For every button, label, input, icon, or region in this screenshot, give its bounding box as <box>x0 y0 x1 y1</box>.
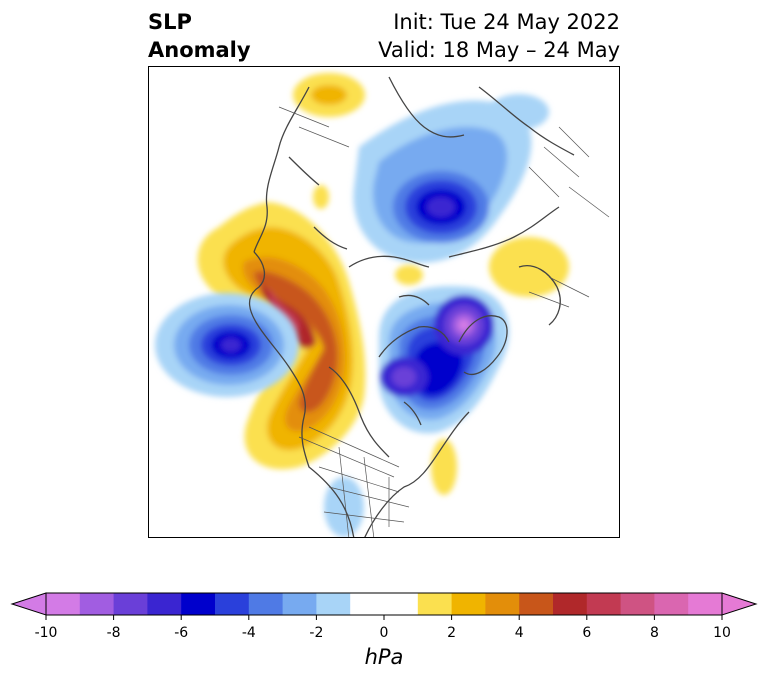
colorbar-tick-label: 8 <box>650 625 659 641</box>
political-borders <box>278 106 610 537</box>
colorbar-segment <box>519 593 554 615</box>
pacific-ridge <box>197 202 366 470</box>
colorbar-segment <box>79 593 115 615</box>
title-line-1: SLP <box>148 10 192 34</box>
colorbar-segment <box>282 593 317 615</box>
colorbar-segment <box>147 593 182 615</box>
colorbar-tick-label: 4 <box>515 625 524 641</box>
colorbar-ticks: -10 -8 -6 -4 -2 0 2 4 6 8 10 <box>35 615 731 641</box>
colorbar-tick-label: 2 <box>447 625 456 641</box>
valid-range: Valid: 18 May – 24 May <box>378 38 620 62</box>
colorbar-tick-label: -6 <box>174 625 188 641</box>
chart-dates: Init: Tue 24 May 2022 Valid: 18 May – 24… <box>378 8 620 64</box>
colorbar-tick-label: -2 <box>309 625 323 641</box>
colorbar-segment <box>620 593 655 615</box>
colorbar-tick-label: -10 <box>35 625 58 641</box>
colorbar-unit-label: hPa <box>364 645 404 669</box>
colorbar-tick-label: -4 <box>242 625 256 641</box>
init-date: Init: Tue 24 May 2022 <box>393 10 620 34</box>
coastlines <box>248 76 575 537</box>
colorbar-segment <box>451 593 486 615</box>
colorbar-segment <box>248 593 284 615</box>
colorbar-segment <box>316 593 351 615</box>
title-line-2: Anomaly <box>148 38 251 62</box>
pacific-low <box>155 293 299 397</box>
chart-title: SLP Anomaly <box>148 8 251 64</box>
weak-highs <box>293 73 569 495</box>
colorbar-tick-label: 6 <box>582 625 591 641</box>
colorbar-segment <box>485 593 520 615</box>
colorbar-segments <box>10 592 758 616</box>
colorbar-segment <box>215 593 250 615</box>
colorbar-segment <box>181 593 216 615</box>
colorbar-segment <box>350 593 419 615</box>
colorbar-segment <box>46 593 81 615</box>
colorbar-segment <box>586 593 622 615</box>
colorbar-tick-label: 0 <box>380 625 389 641</box>
arctic-low <box>353 100 532 263</box>
map-panel <box>148 66 620 538</box>
colorbar-tick-label: -8 <box>107 625 121 641</box>
colorbar-segment <box>654 593 689 615</box>
colorbar: -10 -8 -6 -4 -2 0 2 4 6 8 10 <box>10 592 758 641</box>
canada-greenland-low <box>379 286 509 434</box>
colorbar-segment <box>688 593 723 615</box>
colorbar-segment <box>553 593 588 615</box>
colorbar-segment <box>113 593 148 615</box>
colorbar-segment <box>417 593 453 615</box>
colorbar-extend-max <box>721 592 758 616</box>
colorbar-tick-label: 10 <box>713 625 731 641</box>
anomaly-map <box>155 73 610 537</box>
colorbar-extend-min <box>10 592 47 616</box>
